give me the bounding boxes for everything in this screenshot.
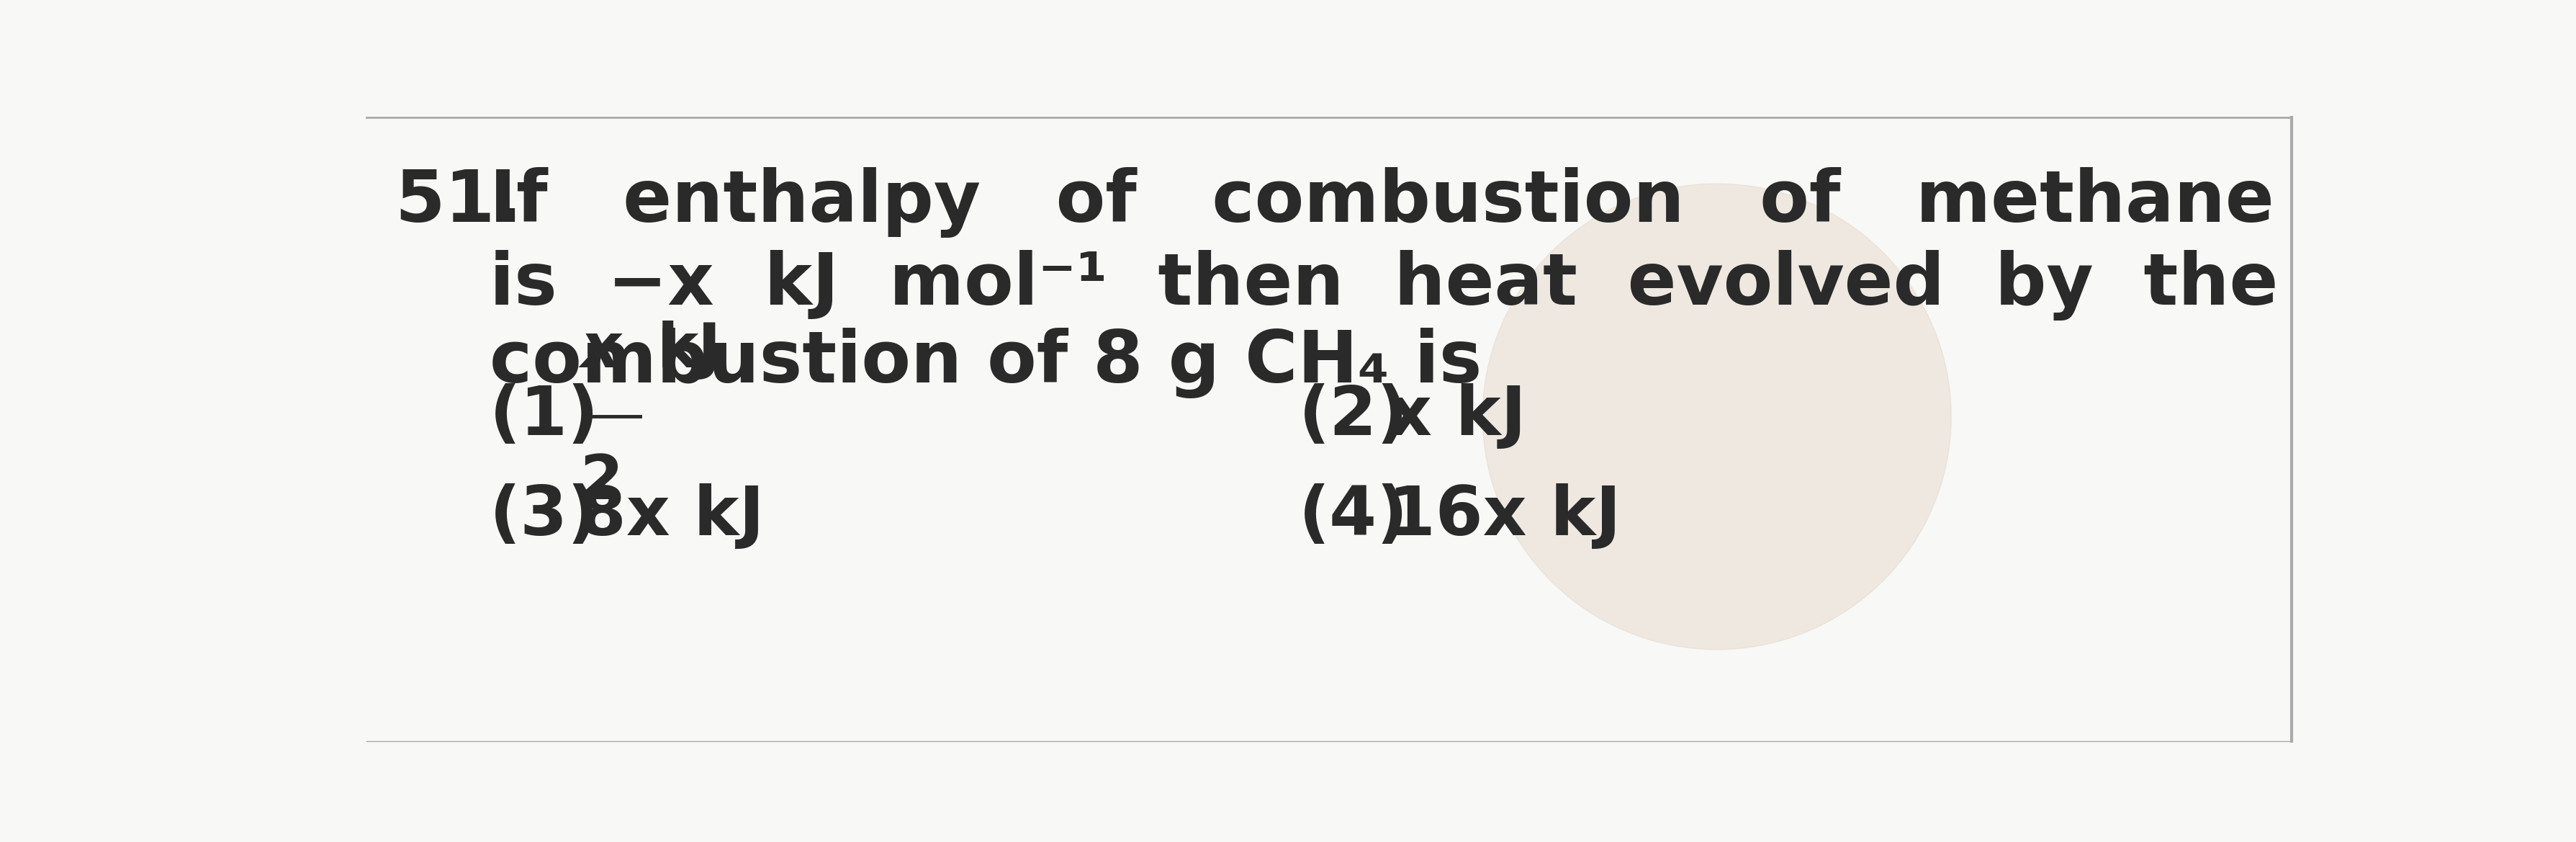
Circle shape [1484, 184, 1950, 649]
Text: (1): (1) [489, 383, 600, 450]
Text: 51.: 51. [394, 167, 523, 237]
Text: kJ: kJ [657, 321, 721, 381]
Text: 8x kJ: 8x kJ [580, 483, 765, 550]
Text: x kJ: x kJ [1388, 383, 1525, 450]
Text: (4): (4) [1298, 483, 1409, 550]
Text: combustion of 8 g CH₄ is: combustion of 8 g CH₄ is [489, 328, 1481, 398]
Text: (3): (3) [489, 483, 600, 550]
Text: If   enthalpy   of   combustion   of   methane: If enthalpy of combustion of methane [489, 167, 2275, 237]
Text: 16x kJ: 16x kJ [1388, 483, 1620, 550]
Text: x: x [582, 321, 621, 381]
Text: (2): (2) [1298, 383, 1409, 450]
Text: 2: 2 [580, 453, 623, 513]
Text: is  −x  kJ  mol⁻¹  then  heat  evolved  by  the: is −x kJ mol⁻¹ then heat evolved by the [489, 250, 2277, 321]
